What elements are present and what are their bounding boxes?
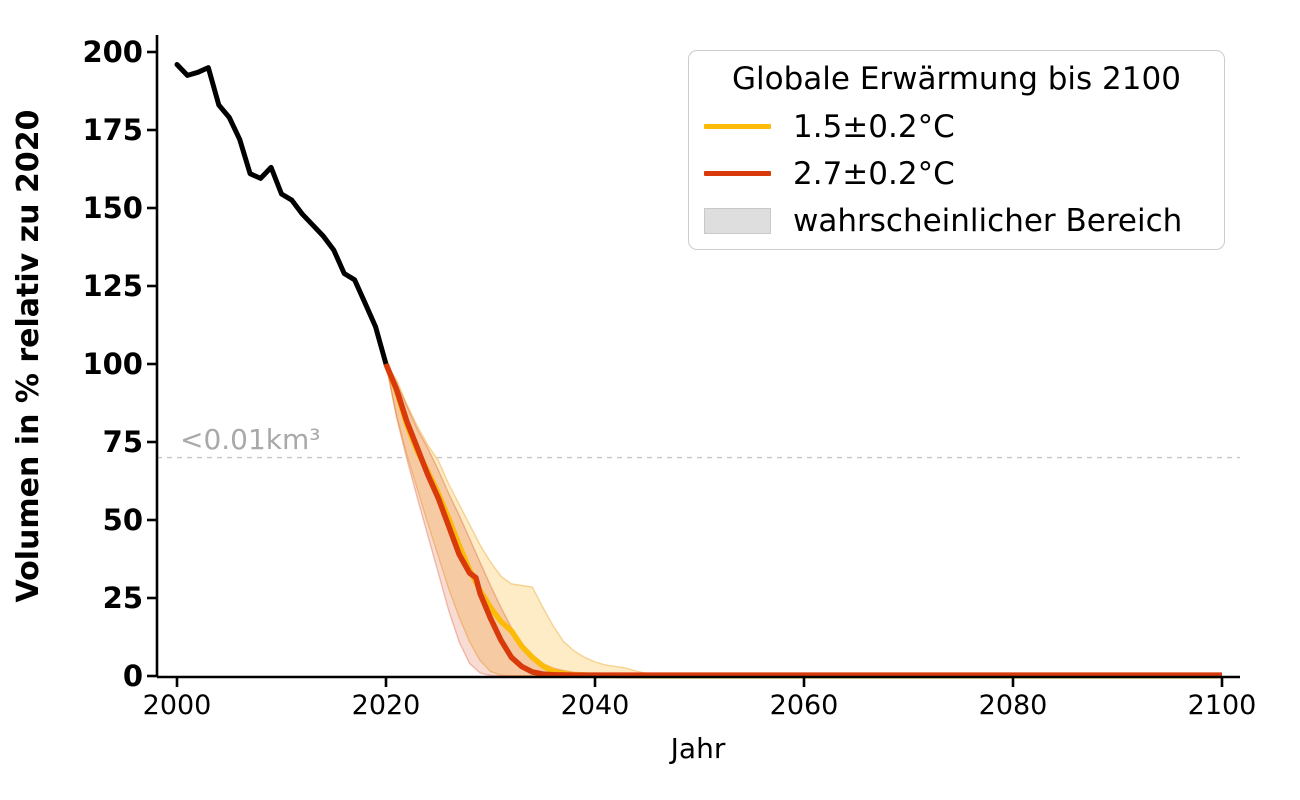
y-tick-label: 200: [82, 35, 143, 69]
y-tick-label: 150: [82, 191, 143, 225]
threshold-annotation: <0.01km³: [180, 423, 321, 456]
legend-item-2-7c: 2.7±0.2°C: [689, 150, 1224, 197]
y-tick-label: 175: [82, 113, 143, 147]
line-2-7c: [383, 362, 1222, 678]
uncertainty-bands-layer: [385, 363, 669, 677]
legend: Globale Erwärmung bis 2100 1.5±0.2°C 2.7…: [688, 50, 1225, 250]
legend-label-likely-range: wahrscheinlicher Bereich: [793, 202, 1183, 239]
x-tick-label: 2080: [979, 690, 1048, 721]
legend-label-2-7c: 2.7±0.2°C: [793, 155, 955, 192]
axes-layer: [147, 35, 1240, 687]
legend-patch-swatch-likely-range: [704, 207, 771, 234]
legend-line-swatch-1-5c: [704, 124, 771, 129]
series-lines-layer: [174, 62, 1222, 679]
y-tick-label: 75: [103, 425, 143, 459]
legend-title: Globale Erwärmung bis 2100: [732, 61, 1181, 97]
x-axis-label: Jahr: [669, 732, 726, 765]
y-axis-label: Volumen in % relativ zu 2020: [11, 110, 46, 603]
x-tick-label: 2060: [770, 690, 839, 721]
line-1-5c: [383, 362, 1222, 679]
y-tick-label: 25: [103, 581, 143, 615]
tick-labels-layer: 0 25 50 75 100 125 150 175 200 2000 2020 2040 2060 20…: [82, 35, 1256, 721]
x-tick-label: 2100: [1188, 690, 1257, 721]
legend-item-1-5c: 1.5±0.2°C: [689, 103, 1224, 150]
uncertainty-band-2-7c: [385, 363, 617, 677]
history-line: [174, 62, 389, 367]
legend-label-1-5c: 1.5±0.2°C: [793, 108, 955, 145]
y-tick-label: 0: [123, 659, 143, 693]
y-tick-label: 100: [82, 347, 143, 381]
y-tick-label: 50: [103, 503, 143, 537]
x-tick-label: 2040: [561, 690, 630, 721]
x-tick-label: 2000: [143, 690, 212, 721]
x-tick-label: 2020: [352, 690, 421, 721]
y-tick-label: 125: [82, 269, 143, 303]
legend-line-swatch-2-7c: [704, 171, 771, 176]
legend-item-likely-range: wahrscheinlicher Bereich: [689, 197, 1224, 244]
